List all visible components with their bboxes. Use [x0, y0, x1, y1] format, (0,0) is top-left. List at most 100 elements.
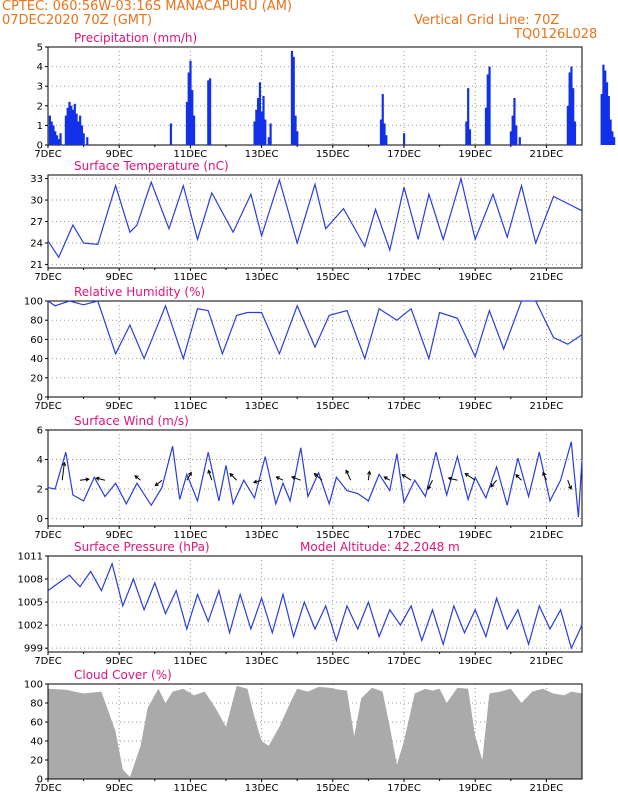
- y-tick-label: 100: [24, 297, 43, 308]
- cloud-frame: [47, 683, 583, 780]
- x-tick-label: 11DEC: [174, 530, 208, 541]
- precip-bar: [513, 97, 516, 145]
- precip-bar: [267, 137, 270, 145]
- y-tick-label: 40: [30, 354, 43, 365]
- temp-title: Surface Temperature (nC): [74, 159, 229, 173]
- precip-bar: [518, 137, 521, 145]
- x-tick-label: 7DEC: [34, 656, 61, 667]
- wind-arrowhead: [490, 483, 495, 488]
- y-tick-label: 0: [37, 141, 43, 152]
- wind-arrow: [79, 478, 89, 481]
- precip-bar: [294, 115, 297, 145]
- wind-arrowhead: [427, 485, 432, 490]
- precip-bar: [80, 125, 84, 145]
- wind-arrowhead: [367, 470, 372, 475]
- precip-bar: [48, 115, 51, 145]
- y-tick-label: 33: [30, 174, 43, 185]
- wind-arrow: [154, 479, 163, 487]
- x-tick-label: 9DEC: [106, 783, 133, 794]
- precip-bar: [611, 131, 614, 145]
- x-tick-label: 21DEC: [530, 530, 564, 541]
- run-code: TQ0126L028: [514, 27, 598, 42]
- wind-arrowhead: [568, 485, 573, 490]
- x-tick-label: 15DEC: [316, 656, 350, 667]
- x-tick-label: 9DEC: [106, 401, 133, 412]
- y-tick-label: 1: [37, 121, 43, 132]
- precip-bar: [292, 56, 295, 145]
- y-tick-label: 27: [30, 217, 43, 228]
- x-tick-label: 19DEC: [458, 530, 492, 541]
- y-tick-label: 1002: [18, 621, 43, 632]
- x-tick-label: 19DEC: [458, 656, 492, 667]
- grid-note: Vertical Grid Line: 70Z: [414, 13, 560, 28]
- precip-bar: [258, 82, 262, 145]
- station-line: CPTEC: 060:56W-03:16S MANACAPURU (AM): [2, 0, 293, 14]
- precip-frame: [47, 46, 583, 146]
- wind-arrow: [367, 471, 370, 481]
- wind-arrowhead: [515, 473, 520, 479]
- x-tick-label: 21DEC: [530, 656, 564, 667]
- precip-bar: [269, 123, 272, 145]
- x-tick-label: 9DEC: [106, 530, 133, 541]
- x-tick-label: 13DEC: [245, 272, 279, 283]
- wind-arrow: [567, 480, 572, 490]
- y-tick-label: 999: [24, 644, 43, 655]
- precip-bar: [379, 119, 383, 145]
- wind-arrowhead: [134, 475, 139, 480]
- x-tick-label: 21DEC: [530, 149, 564, 160]
- wind-arrowhead: [313, 472, 318, 478]
- y-tick-label: 5: [37, 43, 43, 54]
- precip-bar: [71, 109, 75, 145]
- x-tick-label: 15DEC: [316, 149, 350, 160]
- precip-bar: [264, 119, 267, 145]
- precip-bar: [573, 121, 577, 145]
- wind-arrow: [291, 476, 301, 481]
- x-tick-label: 13DEC: [245, 401, 279, 412]
- precip-bar: [77, 121, 80, 145]
- wind-arrowhead: [207, 469, 212, 474]
- wind-arrow: [448, 477, 458, 481]
- x-tick-label: 7DEC: [34, 149, 61, 160]
- wind-arrowhead: [447, 476, 453, 481]
- temp-line: [47, 176, 583, 259]
- precip-bar: [75, 113, 78, 145]
- wind-arrow: [134, 475, 141, 481]
- wind-arrowhead: [290, 475, 296, 480]
- precip-bar: [468, 129, 472, 145]
- wind-arrowhead: [345, 469, 350, 474]
- precip-bar: [607, 96, 610, 145]
- y-tick-label: 3: [37, 82, 43, 93]
- x-tick-label: 21DEC: [530, 401, 564, 412]
- precip-bar: [253, 121, 256, 145]
- precip-bar: [260, 111, 263, 145]
- y-tick-label: 80: [30, 699, 43, 710]
- y-tick-label: 0: [37, 775, 43, 786]
- x-tick-label: 15DEC: [316, 530, 350, 541]
- pressure-annotation: Model Altitude: 42.2048 m: [300, 540, 460, 554]
- x-tick-label: 11DEC: [174, 656, 208, 667]
- wind-arrow: [402, 474, 412, 481]
- wind-line: [47, 441, 583, 518]
- precip-bar: [515, 125, 518, 145]
- wind-arrow: [229, 473, 238, 481]
- precip-bar: [605, 82, 609, 145]
- precip-bar: [169, 123, 173, 145]
- x-tick-label: 15DEC: [316, 783, 350, 794]
- y-tick-label: 4: [37, 455, 43, 466]
- precip-bar: [54, 131, 57, 145]
- x-tick-label: 11DEC: [174, 783, 208, 794]
- pressure-line: [47, 561, 583, 650]
- precip-bar: [64, 115, 67, 145]
- precip-bar: [568, 72, 571, 145]
- precip-bar: [383, 123, 386, 145]
- precip-bar: [403, 133, 406, 145]
- wind-arrow: [276, 476, 284, 481]
- y-tick-label: 60: [30, 335, 43, 346]
- wind-arrowhead: [85, 477, 90, 482]
- x-tick-label: 11DEC: [174, 401, 208, 412]
- precip-bar: [255, 109, 258, 145]
- wind-arrowhead: [154, 482, 159, 487]
- precip-bar: [68, 101, 71, 145]
- x-tick-label: 13DEC: [245, 656, 279, 667]
- y-tick-label: 4: [37, 62, 43, 73]
